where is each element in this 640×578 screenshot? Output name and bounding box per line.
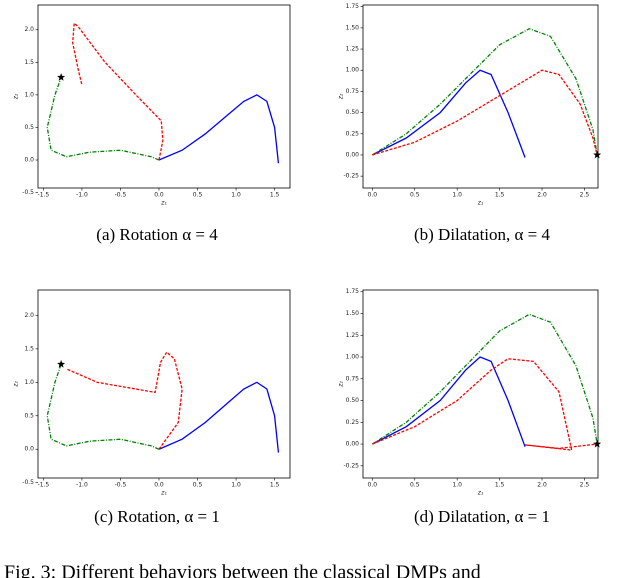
y-tick-label: 0.5	[24, 124, 34, 131]
x-axis-label: z₁	[477, 490, 484, 497]
trajectory	[372, 69, 598, 156]
x-axis-label: z₁	[477, 200, 484, 207]
y-tick-label: 1.0	[24, 379, 34, 386]
y-axis-label: z₂	[13, 93, 20, 100]
target-star	[593, 439, 602, 448]
y-tick-label: 0.75	[346, 88, 360, 95]
x-tick-label: 0.0	[368, 482, 378, 489]
y-tick-label: -0.25	[343, 173, 359, 180]
trajectory	[72, 21, 164, 161]
x-tick-label: 2.5	[580, 482, 590, 489]
trajectory	[371, 313, 598, 445]
x-tick-label: 0.5	[410, 192, 420, 199]
trajectory	[46, 364, 160, 450]
x-tick-label: -0.5	[115, 192, 127, 199]
plot-frame	[37, 4, 291, 189]
y-tick-label: 0.75	[346, 375, 360, 382]
y-tick-label: 0.00	[346, 151, 360, 158]
y-tick-label: 1.0	[24, 91, 34, 98]
y-tick-label: 0.00	[346, 441, 360, 448]
y-tick-label: -0.5	[22, 189, 34, 196]
x-tick-label: 0.5	[193, 192, 203, 199]
plot-frame	[362, 4, 599, 189]
trajectory	[66, 351, 183, 450]
y-axis-label: z₂	[338, 381, 345, 388]
y-tick-label: 1.75	[346, 3, 360, 10]
target-star	[57, 73, 66, 81]
x-tick-label: -1.5	[38, 192, 50, 199]
x-tick-label: 2.5	[580, 192, 590, 199]
trajectory	[372, 356, 526, 447]
x-tick-label: 2.0	[537, 482, 547, 489]
y-tick-label: 0.50	[346, 397, 360, 404]
y-tick-label: 0.50	[346, 109, 360, 116]
x-tick-label: -1.0	[76, 482, 88, 489]
x-tick-label: 1.0	[452, 482, 462, 489]
x-tick-label: 1.0	[231, 192, 241, 199]
y-tick-label: 0.25	[346, 130, 360, 137]
y-tick-label: -0.5	[22, 479, 34, 486]
x-tick-label: 0.5	[410, 482, 420, 489]
y-tick-label: 2.0	[24, 26, 34, 33]
y-tick-label: 0.0	[24, 446, 34, 453]
y-tick-label: 1.5	[24, 59, 34, 66]
x-tick-label: 1.0	[452, 192, 462, 199]
y-tick-label: 1.5	[24, 345, 34, 352]
y-tick-label: -0.25	[343, 462, 359, 469]
x-tick-label: -1.5	[38, 482, 50, 489]
y-tick-label: 2.0	[24, 312, 34, 319]
x-tick-label: 1.0	[231, 482, 241, 489]
plot-frame	[37, 289, 291, 479]
subplot-caption: (b) Dilatation, α = 4	[414, 225, 551, 244]
trajectory	[372, 69, 526, 158]
x-tick-label: 0.5	[193, 482, 203, 489]
x-tick-label: 0.0	[368, 192, 378, 199]
x-tick-label: 1.5	[270, 192, 280, 199]
x-tick-label: 1.5	[270, 482, 280, 489]
subplot-caption: (d) Dilatation, α = 1	[414, 507, 550, 526]
y-axis-label: z₂	[13, 381, 20, 388]
y-tick-label: 1.75	[346, 288, 360, 295]
trajectory	[46, 77, 160, 161]
plot-frame	[362, 289, 599, 479]
y-tick-label: 1.50	[346, 310, 360, 317]
x-tick-label: 0.0	[154, 482, 164, 489]
y-axis-label: z₂	[338, 93, 345, 100]
target-star	[57, 360, 66, 368]
x-axis-label: z₁	[160, 200, 167, 207]
x-axis-label: z₁	[160, 490, 167, 497]
y-tick-label: 1.50	[346, 24, 360, 31]
y-tick-label: 1.00	[346, 354, 360, 361]
y-tick-label: 0.5	[24, 412, 34, 419]
x-tick-label: 0.0	[154, 192, 164, 199]
subplot-caption: (a) Rotation α = 4	[96, 225, 218, 244]
y-tick-label: 0.0	[24, 156, 34, 163]
x-tick-label: -0.5	[115, 482, 127, 489]
x-tick-label: 2.0	[537, 192, 547, 199]
subplot-caption: (c) Rotation, α = 1	[94, 507, 220, 526]
y-tick-label: 1.25	[346, 46, 360, 53]
x-tick-label: 1.5	[495, 482, 505, 489]
trajectory	[371, 28, 598, 156]
trajectory	[158, 94, 280, 164]
y-tick-label: 1.25	[346, 332, 360, 339]
x-tick-label: -1.0	[76, 192, 88, 199]
figure-caption: Fig. 3: Different behaviors between the …	[4, 562, 481, 578]
trajectory	[372, 358, 598, 451]
y-tick-label: 1.00	[346, 67, 360, 74]
y-tick-label: 0.25	[346, 419, 360, 426]
x-tick-label: 1.5	[495, 192, 505, 199]
trajectory	[158, 381, 280, 453]
target-star	[593, 150, 602, 159]
